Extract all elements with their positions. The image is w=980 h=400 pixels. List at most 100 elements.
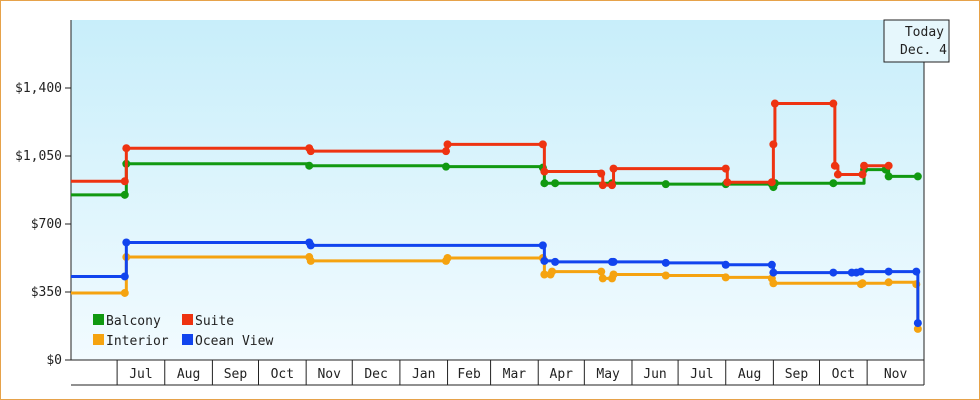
data-point: [858, 170, 867, 179]
data-point: [548, 267, 557, 276]
y-tick-label: $1,050: [15, 149, 62, 164]
data-point: [829, 179, 838, 188]
data-point: [913, 172, 922, 181]
data-point: [306, 256, 315, 265]
month-label: Jan: [412, 367, 435, 382]
data-point: [540, 179, 549, 188]
data-point: [597, 169, 606, 178]
data-point: [538, 140, 547, 149]
data-point: [913, 319, 922, 328]
data-point: [306, 241, 315, 250]
data-point: [913, 324, 922, 333]
series-layer: [71, 99, 922, 333]
data-point: [860, 161, 869, 170]
y-tick-label: $700: [31, 217, 62, 232]
data-point: [609, 257, 618, 266]
data-point: [661, 271, 670, 280]
month-label: Apr: [550, 367, 574, 382]
month-label: Oct: [271, 367, 294, 382]
data-point: [305, 161, 314, 170]
data-point: [769, 279, 778, 288]
data-point: [120, 288, 129, 297]
legend-swatch: [93, 334, 104, 345]
series-interior: [71, 253, 922, 333]
data-point: [661, 180, 670, 189]
month-label: Mar: [503, 367, 527, 382]
data-point: [609, 164, 618, 173]
data-point: [551, 179, 560, 188]
series-suite: [71, 99, 893, 190]
data-point: [540, 167, 549, 176]
data-point: [540, 256, 549, 265]
month-label: May: [596, 367, 620, 382]
data-point: [597, 267, 606, 276]
data-point: [661, 258, 670, 267]
data-point: [858, 279, 867, 288]
data-point: [122, 238, 131, 247]
today-label: Today: [905, 25, 944, 40]
data-point: [551, 257, 560, 266]
legend-swatch: [93, 314, 104, 325]
data-point: [884, 267, 893, 276]
data-point: [306, 147, 315, 156]
data-point: [721, 164, 730, 173]
month-label: Feb: [457, 367, 481, 382]
data-point: [721, 273, 730, 282]
legend-swatch: [182, 314, 193, 325]
x-axis: Jul Aug Sep Oct Nov Dec Jan Feb Mar Apr May Jun Jul A…: [71, 359, 925, 386]
data-point: [721, 260, 730, 269]
data-point: [443, 140, 452, 149]
data-point: [540, 270, 549, 279]
today-marker: Today Dec. 4: [883, 19, 950, 360]
data-point: [856, 267, 865, 276]
data-point: [443, 254, 452, 262]
data-point: [120, 272, 129, 281]
month-label: Jul: [690, 367, 713, 382]
data-point: [770, 99, 779, 108]
legend-swatch: [182, 334, 193, 345]
y-tick-label: $350: [31, 285, 62, 300]
data-point: [884, 161, 893, 170]
month-label: Sep: [224, 367, 248, 382]
data-point: [442, 147, 451, 156]
data-point: [598, 274, 607, 283]
month-label: Nov: [317, 367, 341, 382]
legend-item: Suite: [182, 314, 234, 329]
y-tick-label: $0: [46, 353, 62, 368]
data-point: [769, 140, 778, 149]
data-point: [538, 241, 547, 250]
month-label: Jul: [129, 367, 152, 382]
data-point: [122, 144, 131, 153]
data-point: [767, 260, 776, 269]
data-point: [609, 270, 618, 279]
data-point: [767, 178, 776, 187]
data-point: [829, 99, 838, 108]
data-point: [884, 278, 893, 287]
legend-item: Ocean View: [182, 334, 273, 349]
data-point: [120, 190, 129, 199]
data-point: [829, 268, 838, 277]
data-point: [723, 178, 732, 187]
legend: Balcony Suite Interior Ocean View: [93, 314, 273, 349]
data-point: [769, 268, 778, 277]
data-point: [442, 162, 451, 171]
data-point: [598, 181, 607, 190]
legend-label: Ocean View: [195, 334, 273, 349]
data-point: [833, 170, 842, 179]
plot-background: [71, 20, 924, 360]
legend-label: Interior: [106, 334, 169, 349]
month-label: Aug: [738, 367, 761, 382]
data-point: [830, 161, 839, 170]
data-point: [120, 177, 129, 186]
month-label: Dec: [364, 367, 387, 382]
series-ocean-view: [71, 238, 922, 328]
month-label: Nov: [884, 367, 908, 382]
series-balcony: [71, 159, 922, 199]
month-label: Jun: [643, 367, 666, 382]
data-point: [912, 267, 921, 276]
legend-item: Balcony: [93, 314, 161, 329]
month-label: Oct: [832, 367, 855, 382]
month-label: Aug: [177, 367, 200, 382]
legend-item: Interior: [93, 334, 169, 349]
